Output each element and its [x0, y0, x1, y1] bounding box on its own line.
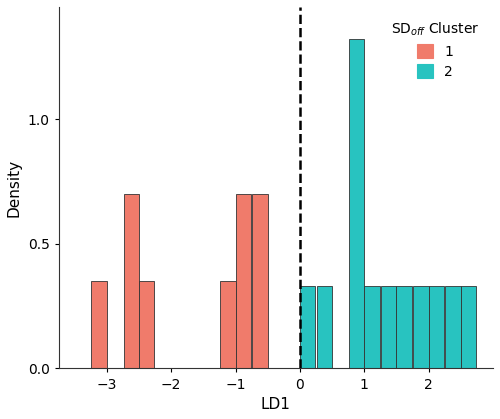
Bar [461, 286, 476, 368]
Bar [252, 194, 268, 368]
Bar [92, 281, 107, 368]
Y-axis label: Density: Density [7, 159, 22, 217]
Legend: 1, 2: 1, 2 [384, 14, 486, 86]
Bar [236, 194, 251, 368]
Bar [381, 286, 396, 368]
Bar [139, 281, 154, 368]
Bar [446, 286, 461, 368]
Bar [364, 286, 380, 368]
Bar [220, 281, 236, 368]
Bar [349, 39, 364, 368]
Bar [300, 286, 316, 368]
Bar [316, 286, 332, 368]
Bar [428, 286, 444, 368]
Bar [396, 286, 412, 368]
Bar [124, 194, 139, 368]
X-axis label: LD1: LD1 [261, 397, 290, 412]
Bar [413, 286, 428, 368]
